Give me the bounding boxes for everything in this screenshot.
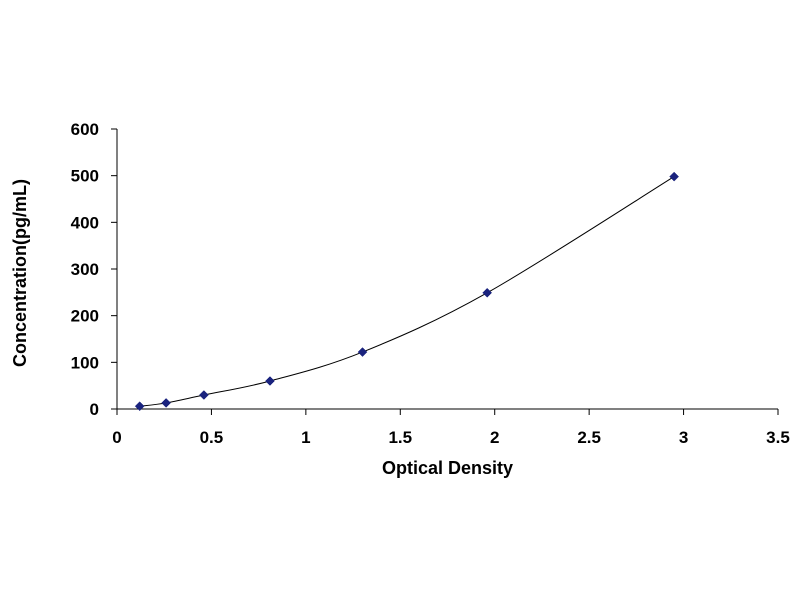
y-tick-label: 600 [71, 120, 99, 139]
data-point [357, 347, 368, 357]
x-axis-title: Optical Density [382, 458, 513, 478]
x-tick-label: 2 [490, 428, 499, 447]
data-point [482, 287, 493, 298]
x-tick-label: 3.5 [766, 428, 790, 447]
x-tick-label: 1.5 [388, 428, 412, 447]
data-point [161, 398, 171, 408]
y-axis-title: Concentration(pg/mL) [10, 179, 30, 367]
x-tick-label: 0.5 [200, 428, 224, 447]
y-axis-ticks: 0 100 200 300 400 500 600 [71, 120, 117, 419]
x-axis-ticks: 0 0.5 1 1.5 2 2.5 3 3.5 [112, 409, 790, 447]
y-tick-label: 100 [71, 353, 99, 372]
data-point [199, 390, 209, 400]
fitted-curve [139, 176, 675, 407]
y-tick-label: 300 [71, 260, 99, 279]
x-tick-label: 1 [301, 428, 310, 447]
y-tick-label: 500 [71, 167, 99, 186]
data-point [669, 171, 679, 182]
x-tick-label: 0 [112, 428, 121, 447]
y-tick-label: 200 [71, 307, 99, 326]
data-point [134, 401, 145, 412]
data-point [265, 376, 275, 386]
y-tick-label: 400 [71, 213, 99, 232]
x-tick-label: 3 [679, 428, 688, 447]
y-tick-label: 0 [90, 400, 99, 419]
x-tick-label: 2.5 [577, 428, 601, 447]
data-points [134, 171, 679, 412]
